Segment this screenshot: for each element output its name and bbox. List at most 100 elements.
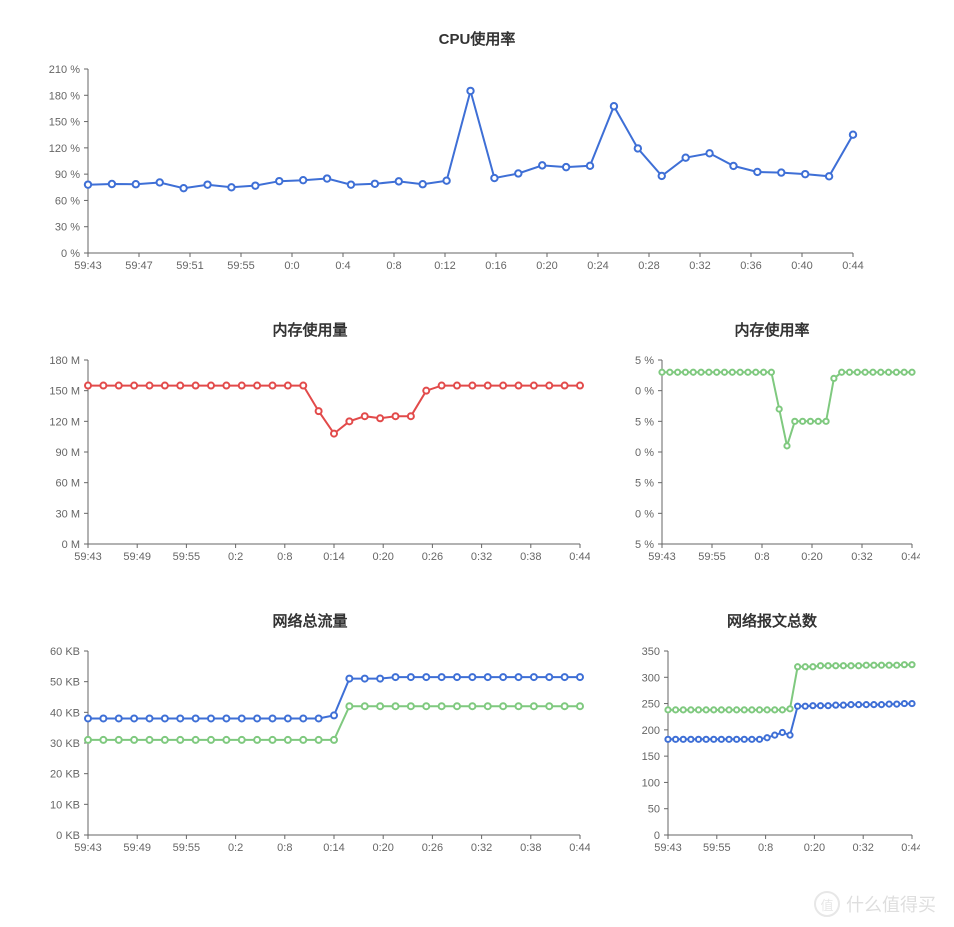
- svg-text:59:55: 59:55: [703, 842, 731, 854]
- svg-text:0:28: 0:28: [638, 260, 659, 272]
- svg-text:0:8: 0:8: [386, 260, 401, 272]
- svg-text:59:49: 59:49: [123, 842, 151, 854]
- mem-amount-svg: 0 M 30 M 60 M 90 M 120 M 150 M 180 M 59:43 59:49…: [30, 354, 590, 574]
- svg-text:5 %: 5 %: [635, 478, 654, 490]
- svg-text:50: 50: [648, 804, 660, 816]
- svg-text:59:43: 59:43: [74, 842, 102, 854]
- svg-text:59:55: 59:55: [173, 842, 201, 854]
- svg-text:5 %: 5 %: [635, 539, 654, 551]
- svg-text:0:44: 0:44: [842, 260, 863, 272]
- svg-text:350: 350: [642, 646, 660, 658]
- svg-text:0:12: 0:12: [434, 260, 455, 272]
- svg-text:0:20: 0:20: [372, 551, 393, 563]
- svg-text:60 M: 60 M: [56, 478, 80, 490]
- svg-text:120 %: 120 %: [49, 143, 80, 155]
- svg-text:59:43: 59:43: [654, 842, 682, 854]
- svg-text:0:40: 0:40: [791, 260, 812, 272]
- net-packets-svg: 0 50 100 150 200 250 300 350 59:43 59:55 0:8 0:20 0:…: [620, 645, 920, 865]
- svg-text:0:14: 0:14: [323, 842, 344, 854]
- svg-text:50 KB: 50 KB: [50, 677, 80, 689]
- svg-text:30 %: 30 %: [55, 222, 80, 234]
- svg-text:0 %: 0 %: [635, 447, 654, 459]
- svg-text:0:8: 0:8: [754, 551, 769, 563]
- svg-text:0:44: 0:44: [901, 551, 920, 563]
- watermark-badge-icon: 值: [814, 891, 840, 917]
- svg-text:0:14: 0:14: [323, 551, 344, 563]
- svg-text:0:8: 0:8: [277, 842, 292, 854]
- svg-text:30 M: 30 M: [56, 508, 80, 520]
- cpu-chart-svg: 0 % 30 % 60 % 90 % 120 % 150 % 180 % 210 % 59:43…: [30, 63, 865, 283]
- svg-text:59:43: 59:43: [648, 551, 676, 563]
- svg-text:180 %: 180 %: [49, 90, 80, 102]
- cpu-chart-title: CPU使用率: [30, 28, 924, 49]
- svg-text:150: 150: [642, 751, 660, 763]
- watermark-text: 什么值得买: [846, 891, 936, 917]
- svg-text:0 %: 0 %: [635, 508, 654, 520]
- svg-text:30 KB: 30 KB: [50, 738, 80, 750]
- svg-text:0 %: 0 %: [61, 248, 80, 260]
- net-bytes-title: 网络总流量: [30, 610, 590, 631]
- svg-text:60 KB: 60 KB: [50, 646, 80, 658]
- svg-text:0 M: 0 M: [62, 539, 80, 551]
- svg-text:5 %: 5 %: [635, 355, 654, 367]
- svg-text:0:32: 0:32: [851, 551, 872, 563]
- svg-text:0:8: 0:8: [758, 842, 773, 854]
- svg-text:0 KB: 0 KB: [56, 830, 80, 842]
- svg-text:0:32: 0:32: [471, 551, 492, 563]
- svg-text:10 KB: 10 KB: [50, 799, 80, 811]
- svg-text:120 M: 120 M: [49, 416, 80, 428]
- svg-text:0:38: 0:38: [520, 842, 541, 854]
- net-bytes-chart: 0 KB 10 KB 20 KB 30 KB 40 KB 50 KB 60 KB 59:43 5…: [30, 645, 590, 865]
- svg-text:250: 250: [642, 699, 660, 711]
- svg-text:0:16: 0:16: [485, 260, 506, 272]
- svg-text:59:51: 59:51: [176, 260, 204, 272]
- svg-text:60 %: 60 %: [55, 195, 80, 207]
- svg-text:20 KB: 20 KB: [50, 769, 80, 781]
- svg-text:180 M: 180 M: [49, 355, 80, 367]
- svg-text:0:8: 0:8: [277, 551, 292, 563]
- svg-text:59:49: 59:49: [123, 551, 151, 563]
- mem-amount-title: 内存使用量: [30, 319, 590, 340]
- svg-text:90 M: 90 M: [56, 447, 80, 459]
- svg-text:0:4: 0:4: [335, 260, 350, 272]
- svg-text:0:44: 0:44: [569, 842, 590, 854]
- svg-text:59:55: 59:55: [698, 551, 726, 563]
- watermark: 值 什么值得买: [814, 891, 936, 917]
- svg-text:0:32: 0:32: [689, 260, 710, 272]
- svg-text:150 M: 150 M: [49, 386, 80, 398]
- svg-text:0:20: 0:20: [804, 842, 825, 854]
- svg-text:0:2: 0:2: [228, 842, 243, 854]
- svg-text:0:32: 0:32: [852, 842, 873, 854]
- svg-text:200: 200: [642, 725, 660, 737]
- svg-text:0:0: 0:0: [284, 260, 299, 272]
- svg-text:100: 100: [642, 777, 660, 789]
- svg-text:0:26: 0:26: [422, 842, 443, 854]
- svg-text:300: 300: [642, 672, 660, 684]
- svg-text:59:43: 59:43: [74, 260, 102, 272]
- svg-text:5 %: 5 %: [635, 416, 654, 428]
- net-bytes-svg: 0 KB 10 KB 20 KB 30 KB 40 KB 50 KB 60 KB 59:43 5…: [30, 645, 590, 865]
- svg-text:0 %: 0 %: [635, 386, 654, 398]
- svg-text:0:32: 0:32: [471, 842, 492, 854]
- svg-text:59:55: 59:55: [227, 260, 255, 272]
- mem-rate-svg: 5 %0 %5 %0 %5 %0 %5 %59:4359:550:80:200:…: [620, 354, 920, 574]
- svg-text:150 %: 150 %: [49, 117, 80, 129]
- svg-text:0:36: 0:36: [740, 260, 761, 272]
- svg-text:0:20: 0:20: [536, 260, 557, 272]
- cpu-chart: 0 % 30 % 60 % 90 % 120 % 150 % 180 % 210 % 59:43…: [30, 63, 924, 283]
- svg-text:0:2: 0:2: [228, 551, 243, 563]
- svg-text:90 %: 90 %: [55, 169, 80, 181]
- net-packets-chart: 0 50 100 150 200 250 300 350 59:43 59:55 0:8 0:20 0:…: [620, 645, 924, 865]
- svg-text:0:20: 0:20: [801, 551, 822, 563]
- svg-text:59:55: 59:55: [173, 551, 201, 563]
- net-packets-title: 网络报文总数: [620, 610, 924, 631]
- svg-text:59:43: 59:43: [74, 551, 102, 563]
- svg-text:0: 0: [654, 830, 660, 842]
- svg-text:40 KB: 40 KB: [50, 707, 80, 719]
- mem-rate-title: 内存使用率: [620, 319, 924, 340]
- mem-amount-chart: 0 M 30 M 60 M 90 M 120 M 150 M 180 M 59:43 59:49…: [30, 354, 590, 574]
- svg-text:0:44: 0:44: [569, 551, 590, 563]
- svg-text:0:38: 0:38: [520, 551, 541, 563]
- svg-text:210 %: 210 %: [49, 64, 80, 76]
- svg-text:0:24: 0:24: [587, 260, 608, 272]
